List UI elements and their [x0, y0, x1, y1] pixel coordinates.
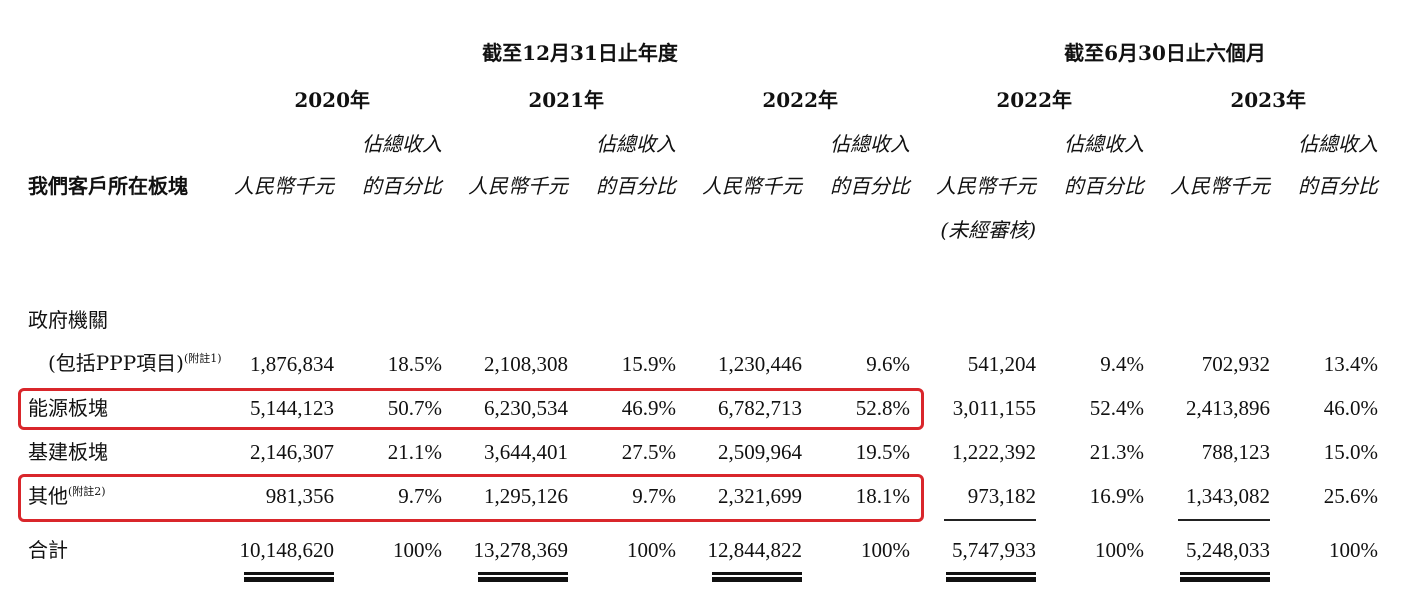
- row-label-total: 合計: [28, 538, 68, 562]
- row-label-other: 其他(附註2): [28, 484, 106, 508]
- amount-cell-energy-2: 6,782,713: [718, 396, 802, 420]
- amount-header-2021: 人民幣千元: [468, 174, 568, 198]
- segment-column-heading: 我們客戶所在板塊: [28, 174, 188, 198]
- total-underline-2021: [478, 572, 568, 582]
- unaudited-note: (未經審核): [940, 218, 1036, 242]
- amount-cell-infrastructure-3: 1,222,392: [952, 440, 1036, 464]
- percent-cell-total-1: 100%: [627, 538, 676, 562]
- percent-cell-total-3: 100%: [1095, 538, 1144, 562]
- amount-cell-government-2: 1,230,446: [718, 352, 802, 376]
- year-2022-heading: 2022年: [762, 88, 838, 112]
- amount-cell-other-3: 973,182: [967, 484, 1036, 508]
- percent-cell-government-2: 9.6%: [866, 352, 910, 376]
- highlight-box-other: [18, 474, 924, 522]
- amount-cell-energy-0: 5,144,123: [250, 396, 334, 420]
- percent-cell-energy-2: 52.8%: [855, 396, 910, 420]
- note-2-marker: (附註2): [68, 485, 106, 498]
- subtotal-line-2022-h1: [944, 519, 1036, 521]
- amount-cell-total-1: 13,278,369: [473, 538, 569, 562]
- percent-cell-infrastructure-0: 21.1%: [387, 440, 442, 464]
- percent-cell-total-4: 100%: [1329, 538, 1378, 562]
- percent-cell-government-0: 18.5%: [387, 352, 442, 376]
- period-annual-heading: 截至12月31日止年度: [482, 41, 678, 65]
- row-label-energy: 能源板塊: [28, 396, 108, 420]
- percent-cell-infrastructure-4: 15.0%: [1323, 440, 1378, 464]
- year-2023-six-months-heading: 2023年: [1230, 88, 1306, 112]
- amount-cell-government-0: 1,876,834: [250, 352, 334, 376]
- percent-cell-energy-4: 46.0%: [1323, 396, 1378, 420]
- amount-cell-total-3: 5,747,933: [952, 538, 1036, 562]
- percent-cell-energy-1: 46.9%: [621, 396, 676, 420]
- amount-cell-other-0: 981,356: [265, 484, 334, 508]
- amount-cell-infrastructure-1: 3,644,401: [484, 440, 568, 464]
- total-underline-2023-h1: [1180, 572, 1270, 582]
- total-underline-2020: [244, 572, 334, 582]
- amount-cell-total-0: 10,148,620: [239, 538, 335, 562]
- amount-header-2022: 人民幣千元: [702, 174, 802, 198]
- note-1-marker: (附註1): [183, 352, 222, 365]
- percent-cell-government-3: 9.4%: [1100, 352, 1144, 376]
- amount-cell-infrastructure-4: 788,123: [1201, 440, 1270, 464]
- year-2021-heading: 2021年: [528, 88, 604, 112]
- percent-cell-other-4: 25.6%: [1323, 484, 1378, 508]
- pct-header-2020-line1: 佔總收入: [362, 132, 442, 156]
- pct-header-2020-line2: 的百分比: [362, 174, 442, 198]
- percent-cell-total-2: 100%: [861, 538, 910, 562]
- amount-cell-total-2: 12,844,822: [707, 538, 803, 562]
- row-label-infrastructure: 基建板塊: [28, 440, 108, 464]
- amount-cell-other-1: 1,295,126: [484, 484, 568, 508]
- total-underline-2022-h1: [946, 572, 1036, 582]
- year-2020-heading: 2020年: [294, 88, 370, 112]
- amount-cell-energy-4: 2,413,896: [1186, 396, 1270, 420]
- amount-cell-government-1: 2,108,308: [484, 352, 568, 376]
- total-underline-2022: [712, 572, 802, 582]
- percent-cell-other-2: 18.1%: [855, 484, 910, 508]
- amount-cell-other-2: 2,321,699: [718, 484, 802, 508]
- pct-header-2023-h1-line2: 的百分比: [1298, 174, 1378, 198]
- period-six-months-heading: 截至6月30日止六個月: [1064, 41, 1266, 65]
- amount-cell-other-4: 1,343,082: [1186, 484, 1270, 508]
- percent-cell-government-4: 13.4%: [1323, 352, 1378, 376]
- pct-header-2022-h1-line1: 佔總收入: [1064, 132, 1144, 156]
- percent-cell-other-3: 16.9%: [1089, 484, 1144, 508]
- pct-header-2022-line1: 佔總收入: [830, 132, 910, 156]
- amount-header-2023-h1: 人民幣千元: [1170, 174, 1270, 198]
- percent-cell-other-0: 9.7%: [398, 484, 442, 508]
- percent-cell-energy-3: 52.4%: [1089, 396, 1144, 420]
- percent-cell-total-0: 100%: [393, 538, 442, 562]
- amount-cell-government-4: 702,932: [1201, 352, 1270, 376]
- amount-header-2022-h1: 人民幣千元: [936, 174, 1036, 198]
- percent-cell-infrastructure-3: 21.3%: [1089, 440, 1144, 464]
- amount-cell-total-4: 5,248,033: [1186, 538, 1270, 562]
- amount-cell-energy-3: 3,011,155: [952, 396, 1036, 420]
- percent-cell-infrastructure-1: 27.5%: [621, 440, 676, 464]
- row-label-government-line2: (包括PPP項目)(附註1): [48, 351, 222, 375]
- highlight-box-energy: [18, 388, 924, 430]
- pct-header-2022-h1-line2: 的百分比: [1064, 174, 1144, 198]
- amount-header-2020: 人民幣千元: [234, 174, 334, 198]
- pct-header-2021-line2: 的百分比: [596, 174, 676, 198]
- pct-header-2021-line1: 佔總收入: [596, 132, 676, 156]
- percent-cell-energy-0: 50.7%: [387, 396, 442, 420]
- amount-cell-energy-1: 6,230,534: [484, 396, 568, 420]
- subtotal-line-2023-h1: [1178, 519, 1270, 521]
- amount-cell-government-3: 541,204: [967, 352, 1036, 376]
- amount-cell-infrastructure-0: 2,146,307: [250, 440, 334, 464]
- percent-cell-government-1: 15.9%: [621, 352, 676, 376]
- percent-cell-other-1: 9.7%: [632, 484, 676, 508]
- year-2022-six-months-heading: 2022年: [996, 88, 1072, 112]
- amount-cell-infrastructure-2: 2,509,964: [718, 440, 802, 464]
- pct-header-2022-line2: 的百分比: [830, 174, 910, 198]
- row-label-government: 政府機關: [28, 308, 108, 332]
- pct-header-2023-h1-line1: 佔總收入: [1298, 132, 1378, 156]
- percent-cell-infrastructure-2: 19.5%: [855, 440, 910, 464]
